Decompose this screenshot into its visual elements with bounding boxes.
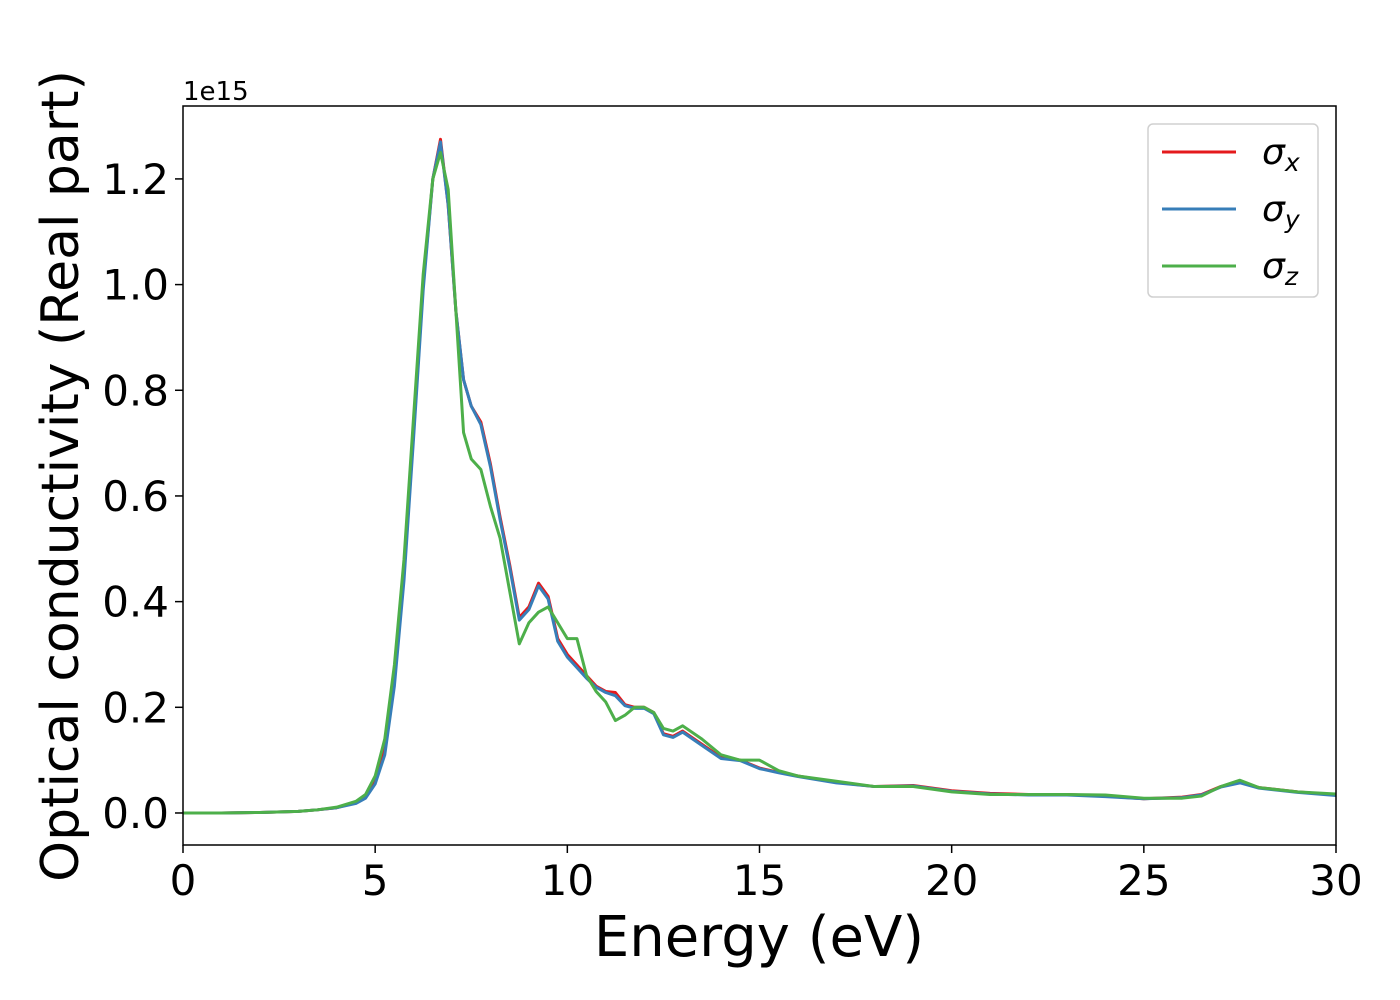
x-tick-label: 25	[1117, 856, 1170, 905]
y-tick-label: 1.2	[102, 155, 169, 204]
y-tick-label: 0.6	[102, 472, 169, 521]
plot-frame	[182, 105, 1337, 846]
x-tick-label: 30	[1309, 856, 1362, 905]
y-tick-label: 0.4	[102, 578, 169, 627]
legend-label: σx	[1262, 132, 1300, 177]
x-tick-label: 0	[170, 856, 197, 905]
y-axis-label: Optical conductivity (Real part)	[31, 70, 91, 882]
y-tick-label: 0.2	[102, 683, 169, 732]
y-tick-label: 0.8	[102, 366, 169, 415]
x-tick-label: 10	[541, 856, 594, 905]
x-tick-label: 15	[733, 856, 786, 905]
offset-label: 1e15	[183, 77, 249, 107]
x-tick-label: 5	[362, 856, 389, 905]
x-tick-label: 20	[925, 856, 978, 905]
legend-label: σz	[1262, 246, 1299, 291]
series-line	[183, 151, 1336, 815]
x-axis-label: Energy (eV)	[594, 905, 924, 970]
y-tick-label: 0.0	[102, 789, 169, 838]
legend-label: σy	[1262, 189, 1301, 234]
y-tick-label: 1.0	[102, 261, 169, 310]
